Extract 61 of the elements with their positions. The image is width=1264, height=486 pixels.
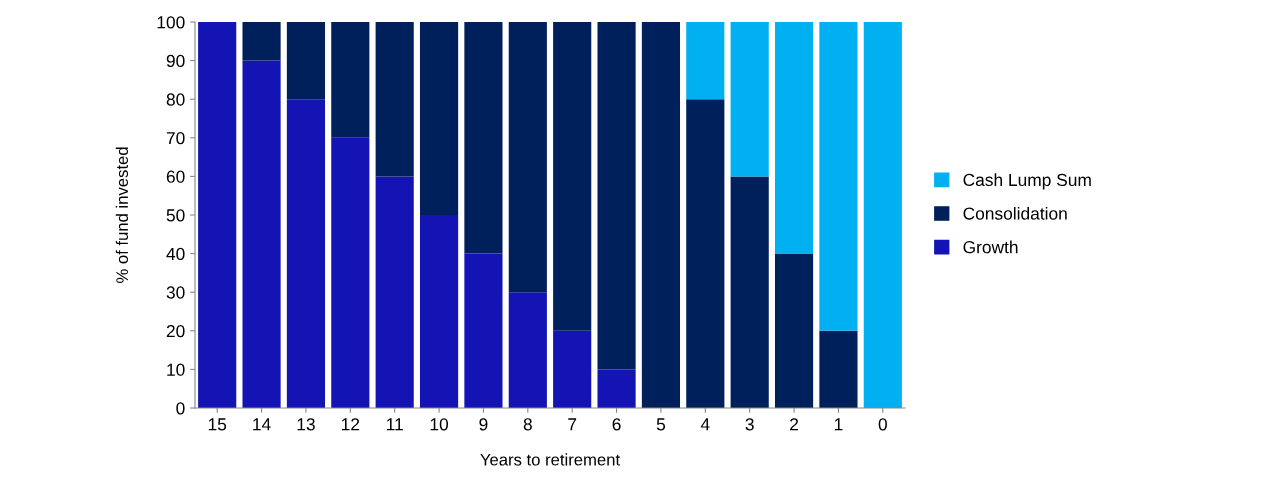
bar [198,22,237,408]
x-tick-label: 3 [745,418,754,431]
x-tick-label: 4 [700,418,710,431]
bar [419,215,459,408]
y-tick-label: 0 [176,402,185,415]
y-tick-label: 80 [166,93,185,106]
x-tick-label: 5 [656,418,666,431]
bar [464,22,503,254]
y-tick-label: 70 [166,131,185,145]
x-tick-label: 6 [612,418,621,431]
bar [863,22,902,408]
bar [686,22,725,100]
bar [553,22,592,331]
x-tick-label: 1 [834,418,843,431]
x-tick-label: 2 [790,418,799,431]
y-tick-label: 90 [166,54,185,68]
bar [286,99,326,408]
legend-label: Growth [963,240,1018,254]
bar [819,330,858,408]
x-tick-label: 8 [523,418,532,431]
x-tick-label: 13 [297,418,315,431]
y-tick-label: 60 [166,170,185,183]
bar [641,22,681,408]
bar [242,22,281,61]
legend-label: Cash Lump Sum [963,173,1091,190]
bar [508,22,547,293]
x-tick-label: 15 [208,418,227,431]
bar [286,22,326,100]
bar [774,22,814,254]
bar [730,22,769,177]
y-tick-label: 40 [166,247,185,261]
legend-label: Consolidation [963,206,1067,220]
y-axis-title: % of fund invested [115,147,129,283]
x-tick-label: 9 [479,418,488,431]
y-tick-label: 100 [157,16,185,29]
y-tick-label: 10 [167,363,185,376]
bar [730,176,769,408]
bar [464,253,503,408]
x-tick-label: 14 [253,418,271,431]
bar [597,22,636,370]
bar [419,22,459,215]
bar [553,330,592,408]
x-tick-label: 11 [387,418,403,431]
bar [331,137,370,408]
y-tick-label: 50 [166,209,185,222]
bar [375,22,414,177]
bar [375,176,414,408]
x-tick-label: 12 [341,418,360,431]
bar [686,99,725,408]
x-axis-title: Years to retirement [480,453,620,466]
bar [819,22,858,331]
x-tick-label: 10 [430,418,449,431]
bar [774,253,814,408]
bar [331,22,370,138]
bar [508,292,547,408]
y-tick-label: 30 [166,286,185,299]
x-tick-label: 7 [568,418,577,431]
x-tick-label: 0 [878,418,887,431]
bar [597,369,636,408]
y-tick-label: 20 [166,324,185,338]
bar [242,60,281,408]
